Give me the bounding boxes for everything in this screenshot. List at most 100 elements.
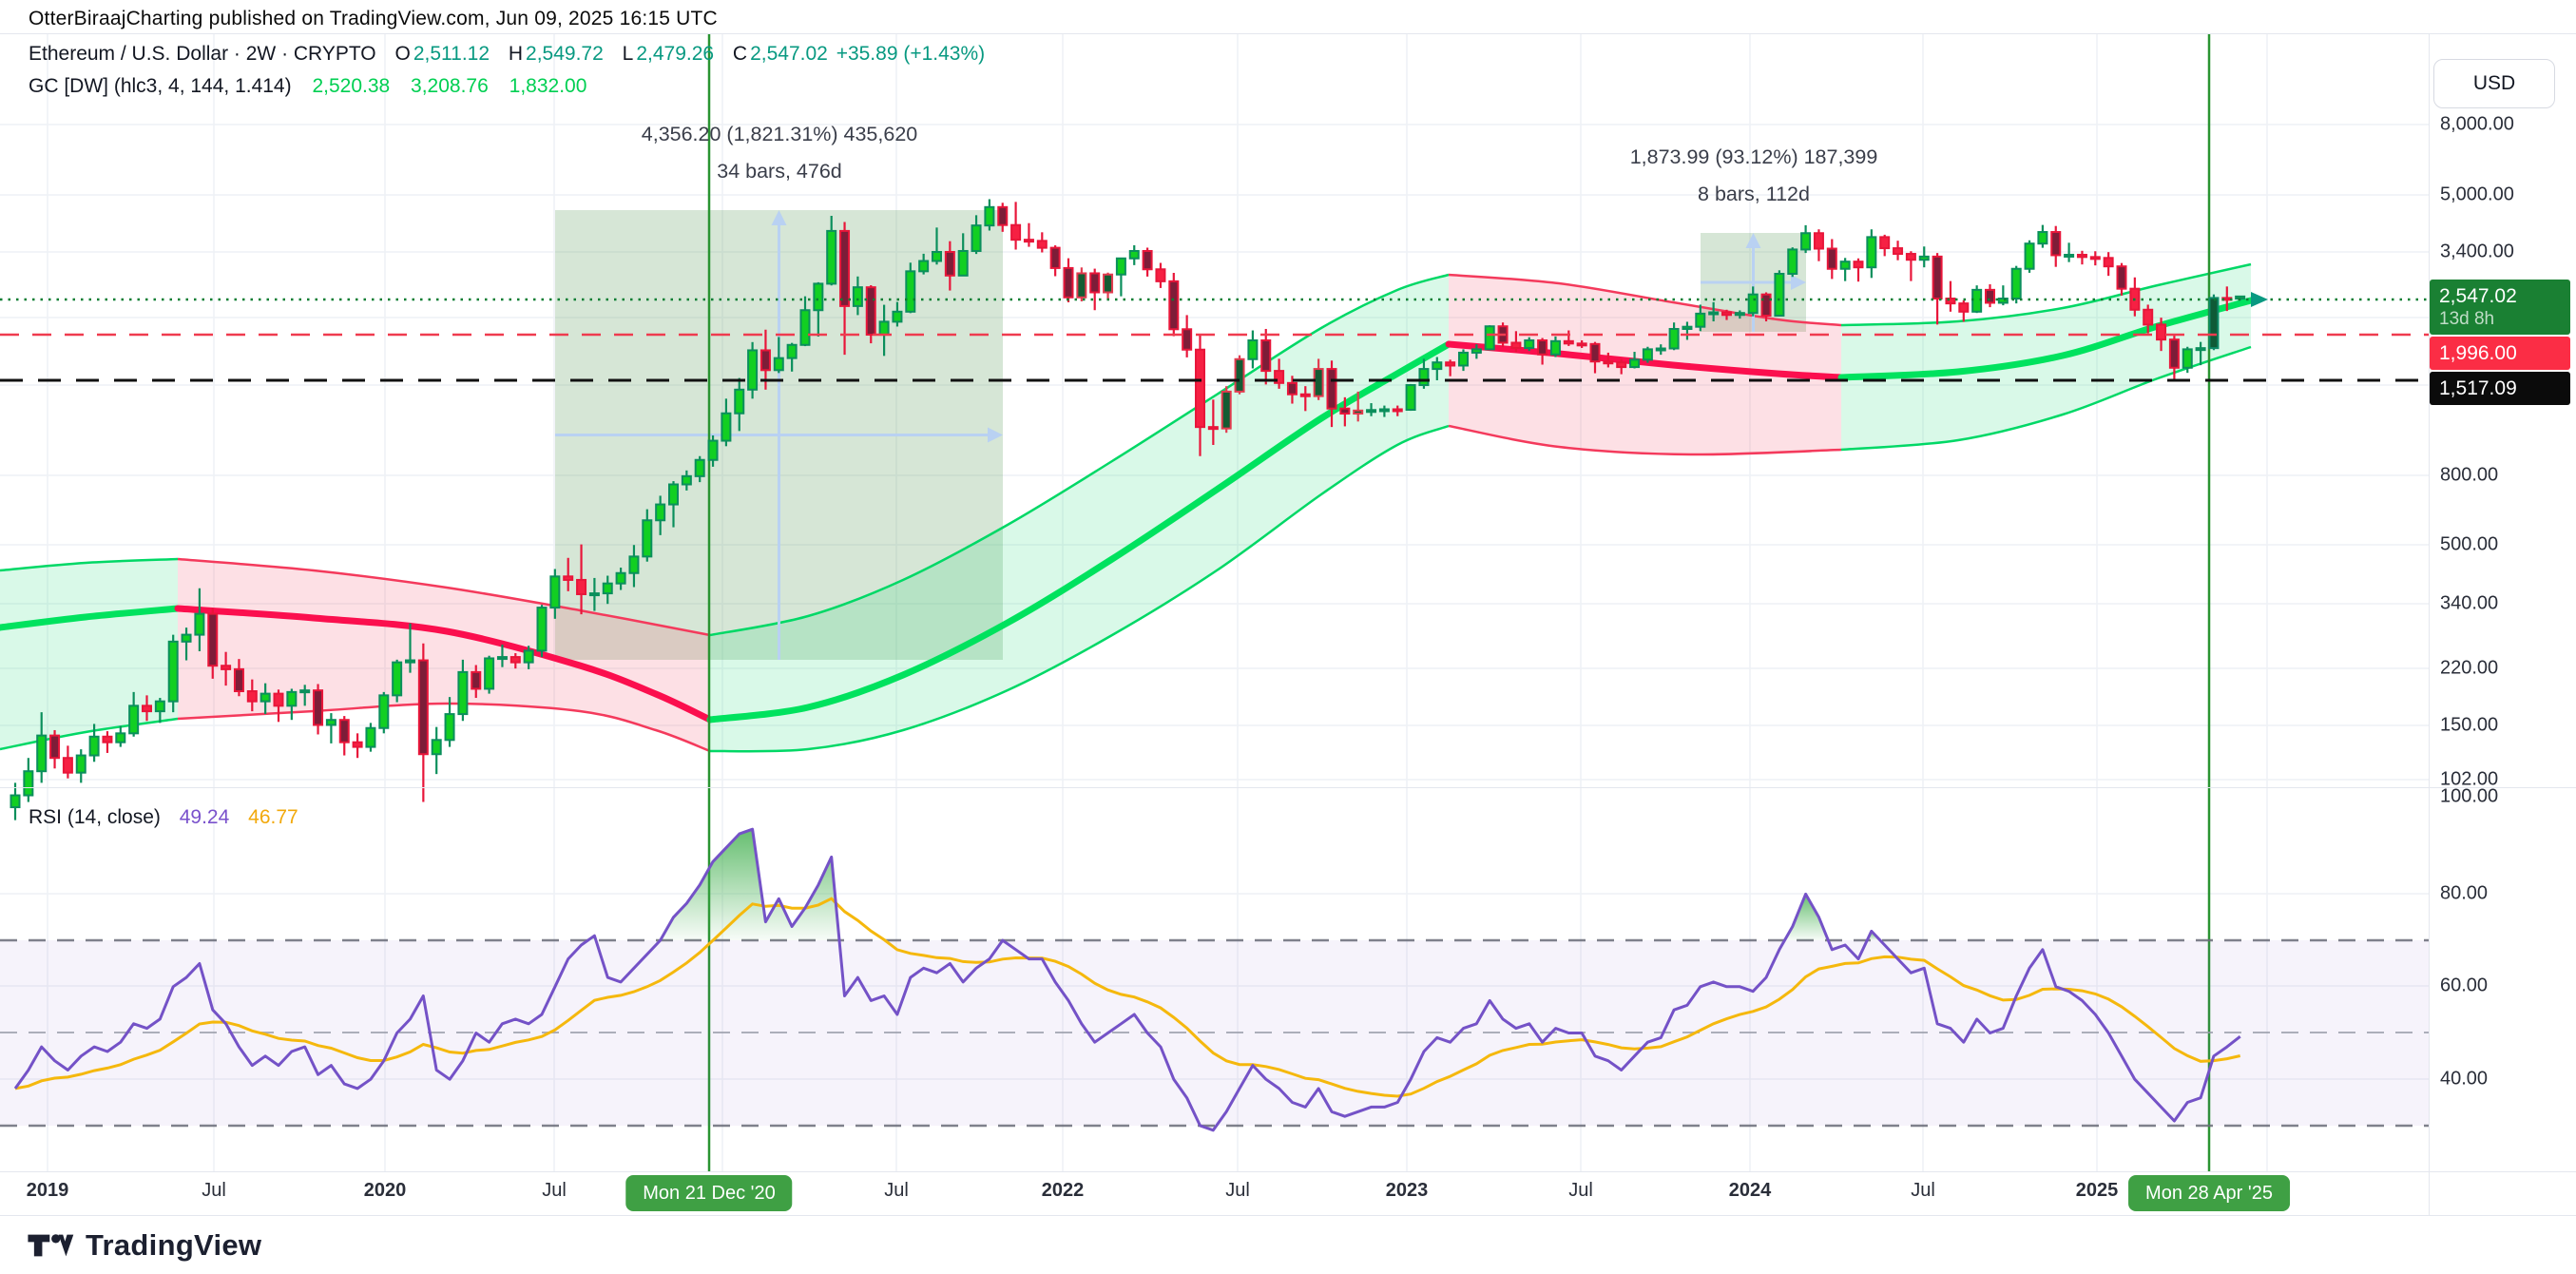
time-axis-tick[interactable]: Jul <box>884 1180 909 1201</box>
candle <box>1721 311 1732 317</box>
price-axis-tick[interactable]: 500.00 <box>2440 533 2499 555</box>
candle <box>1089 272 1101 294</box>
candle <box>615 571 626 585</box>
candle <box>1155 268 1166 282</box>
channel-upper <box>177 557 711 637</box>
time-axis-tick[interactable]: 2019 <box>26 1180 69 1201</box>
high-label: H <box>508 43 524 65</box>
date-badge-apr-2025: Mon 28 Apr '25 <box>2128 1175 2290 1211</box>
candle <box>799 309 811 346</box>
candle <box>378 694 390 729</box>
candle <box>2103 257 2114 268</box>
bar-countdown: 13d 8h <box>2439 308 2495 329</box>
time-axis-tick[interactable]: 2025 <box>2075 1180 2119 1201</box>
price-axis-tick[interactable]: 102.00 <box>2440 768 2499 790</box>
candle <box>826 229 837 285</box>
candle <box>1616 361 1627 369</box>
candle <box>88 735 100 757</box>
candle <box>1971 288 1983 313</box>
candle <box>1813 232 1824 250</box>
candle <box>1313 368 1324 397</box>
candle <box>273 692 284 707</box>
tradingview-logo-icon <box>28 1234 74 1257</box>
price-axis-tick[interactable]: 8,000.00 <box>2440 113 2514 135</box>
candle <box>2024 242 2035 270</box>
candle <box>707 439 719 461</box>
measurement-price-change: 1,873.99 (93.12%) 187,399 <box>1629 145 1878 168</box>
price-axis-tick[interactable]: 800.00 <box>2440 464 2499 486</box>
candle <box>115 732 126 743</box>
price-axis-tick[interactable]: 150.00 <box>2440 714 2499 736</box>
rsi-axis-tick[interactable]: 60.00 <box>2440 975 2489 996</box>
candle <box>1221 390 1232 430</box>
gc-upper-value: 3,208.76 <box>411 75 489 97</box>
candle <box>325 719 336 726</box>
candle <box>2208 297 2220 350</box>
channel-center <box>0 605 182 631</box>
candle <box>1418 368 1430 387</box>
gc-title: GC [DW] (hlc3, 4, 144, 1.414) <box>29 75 292 97</box>
gc-indicator-legend[interactable]: GC [DW] (hlc3, 4, 144, 1.414) 2,520.38 3… <box>29 75 586 98</box>
time-axis-tick[interactable]: Jul <box>542 1180 567 1201</box>
candle <box>36 734 48 773</box>
time-axis-tick[interactable]: 2024 <box>1728 1180 1772 1201</box>
candle <box>1932 255 1943 300</box>
candle <box>957 249 969 277</box>
candle <box>997 205 1009 226</box>
rsi-axis-tick[interactable]: 80.00 <box>2440 882 2489 904</box>
candle <box>471 670 482 690</box>
rsi-ma-line <box>14 897 2241 1098</box>
rsi-axis-tick[interactable]: 40.00 <box>2440 1068 2489 1090</box>
candle <box>1063 266 1074 299</box>
candle <box>299 689 311 694</box>
candle <box>128 705 140 735</box>
channel-fill <box>710 275 1449 752</box>
time-axis-tick[interactable]: Jul <box>1911 1180 1935 1201</box>
candle <box>142 705 152 713</box>
candle <box>984 205 995 227</box>
candle <box>1142 249 1153 271</box>
currency-toggle-button[interactable]: USD <box>2433 59 2555 108</box>
measurement-bars-duration: 8 bars, 112d <box>1698 183 1810 205</box>
time-axis-tick[interactable]: 2023 <box>1385 1180 1429 1201</box>
candle <box>2089 256 2101 261</box>
gc-center-value: 2,520.38 <box>312 75 391 97</box>
candle <box>813 282 824 312</box>
symbol-legend[interactable]: Ethereum / U.S. Dollar · 2W · CRYPTO O 2,… <box>29 43 985 66</box>
rsi-axis-tick[interactable]: 100.00 <box>2440 785 2499 807</box>
candle <box>2143 308 2154 326</box>
price-axis-tick[interactable]: 5,000.00 <box>2440 183 2514 205</box>
candle <box>431 739 442 756</box>
candle <box>1353 409 1364 415</box>
time-axis-tick[interactable]: Jul <box>1225 1180 1250 1201</box>
candle <box>852 286 863 307</box>
channel-center <box>1837 297 2255 381</box>
candle <box>944 250 955 277</box>
price-axis-tick[interactable]: 340.00 <box>2440 592 2499 614</box>
time-axis-tick[interactable]: Jul <box>202 1180 226 1201</box>
tradingview-logo[interactable]: TradingView <box>27 1226 261 1264</box>
channel-lower <box>0 717 179 751</box>
candle <box>75 754 87 774</box>
time-axis-tick[interactable]: 2022 <box>1041 1180 1085 1201</box>
time-axis-tick[interactable]: 2020 <box>363 1180 407 1201</box>
time-axis-tick[interactable]: Jul <box>1568 1180 1593 1201</box>
price-axis-tick[interactable]: 220.00 <box>2440 657 2499 679</box>
candle <box>1182 328 1193 351</box>
candle <box>194 612 205 636</box>
candle <box>2156 323 2167 341</box>
candle <box>392 661 403 697</box>
candle <box>694 458 705 477</box>
price-axis-tick[interactable]: 3,400.00 <box>2440 241 2514 262</box>
low-label: L <box>622 43 634 65</box>
candle <box>1839 261 1851 270</box>
measurement-label-2024: 1,873.99 (93.12%) 187,399 8 bars, 112d <box>1630 139 1878 213</box>
rsi-title: RSI (14, close) <box>29 806 161 828</box>
candle <box>918 260 930 273</box>
rsi-legend[interactable]: RSI (14, close) 49.24 46.77 <box>29 806 298 829</box>
panel-divider[interactable] <box>0 787 2576 788</box>
candle <box>1958 302 1970 313</box>
rsi-value: 49.24 <box>179 806 230 828</box>
candle <box>444 713 455 742</box>
